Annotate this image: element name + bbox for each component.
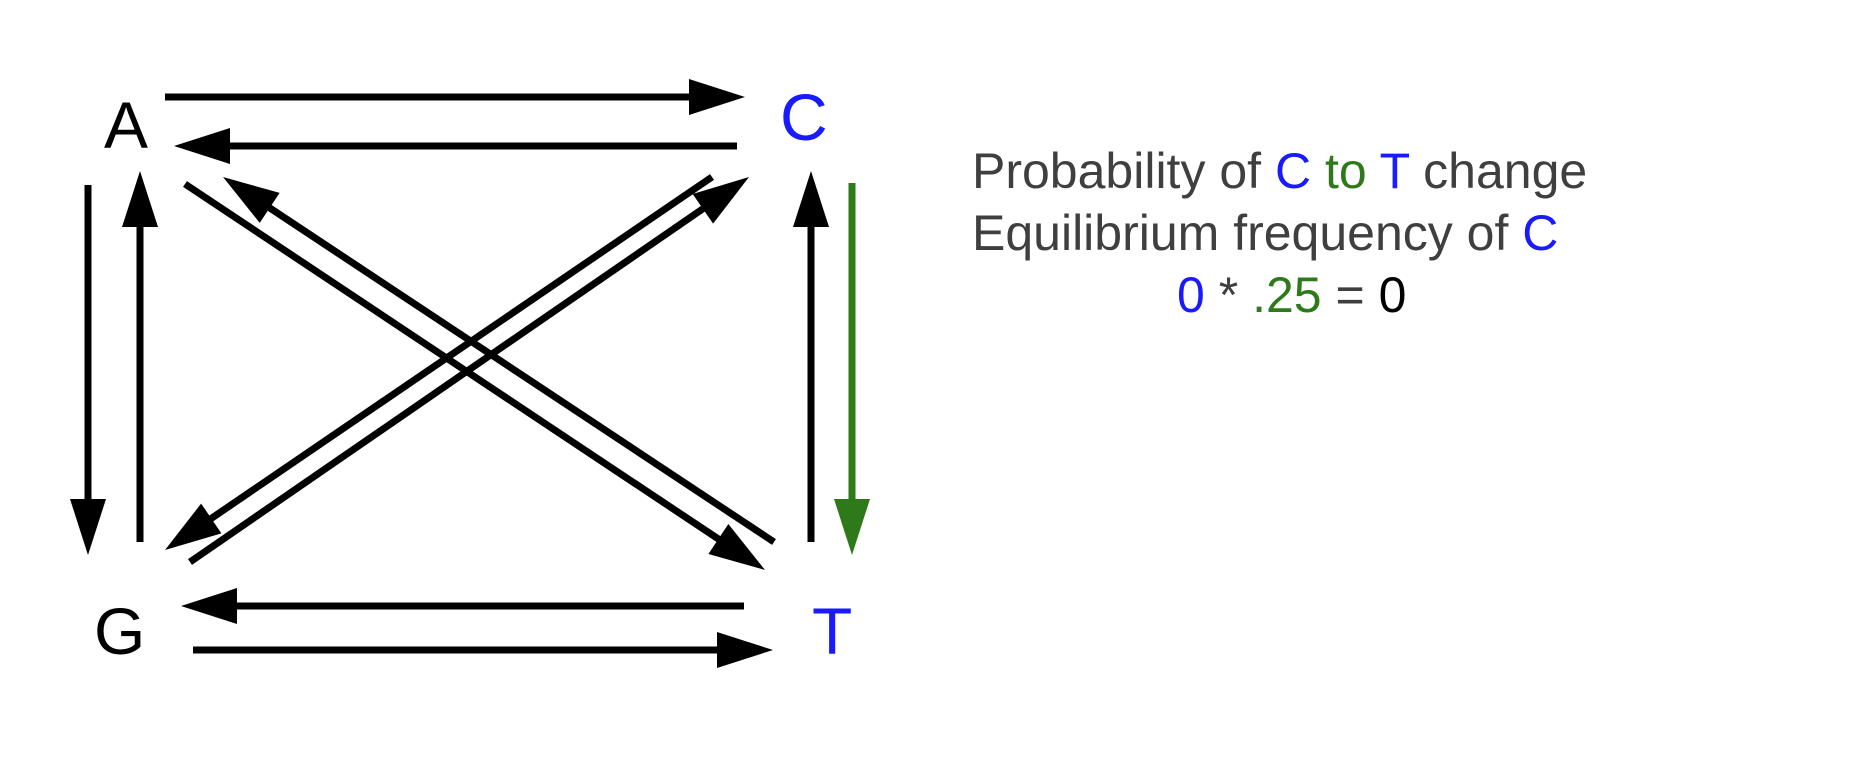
arrow-shaft: [205, 174, 714, 524]
probability-from-base: C: [1274, 143, 1312, 199]
arrow-head: [708, 523, 765, 570]
calculation-line: 0 * .25 = 0: [972, 264, 1692, 326]
arrow-a-to-c: [165, 79, 745, 115]
arrow-head: [692, 177, 749, 224]
arrow-t-to-g: [181, 588, 744, 624]
frequency-prefix: Equilibrium frequency of: [972, 205, 1523, 261]
arrow-head: [834, 499, 870, 555]
arrow-g-to-c: [188, 177, 749, 565]
arrow-shaft: [188, 203, 709, 565]
probability-to-word: to: [1311, 143, 1380, 199]
frequency-line: Equilibrium frequency of C: [972, 202, 1692, 264]
frequency-base: C: [1522, 205, 1559, 261]
calc-times: *: [1204, 267, 1253, 323]
arrow-head: [70, 499, 106, 555]
arrow-head: [122, 171, 158, 227]
arrow-a-to-g: [70, 185, 106, 555]
equation-panel: Probability of C to T change Equilibrium…: [972, 140, 1692, 326]
calc-result: 0: [1378, 267, 1407, 323]
arrow-g-to-t: [193, 632, 773, 668]
arrow-head: [717, 632, 773, 668]
arrow-c-to-g: [165, 174, 714, 550]
arrow-layer: [70, 79, 870, 668]
probability-suffix: change: [1409, 143, 1588, 199]
arrow-head: [181, 588, 237, 624]
calc-probability: 0: [1177, 267, 1205, 323]
probability-line: Probability of C to T change: [972, 140, 1692, 202]
arrow-shaft: [264, 202, 776, 545]
arrow-t-to-c: [793, 171, 829, 542]
arrow-head: [165, 503, 222, 550]
arrow-g-to-a: [122, 171, 158, 542]
arrow-head: [793, 171, 829, 227]
arrow-head: [689, 79, 745, 115]
node-t-label: T: [812, 594, 853, 668]
arrow-head: [174, 128, 230, 164]
arrow-head: [223, 177, 280, 223]
arrow-shaft: [183, 181, 724, 545]
probability-to-base: T: [1379, 143, 1410, 199]
probability-prefix: Probability of: [972, 143, 1275, 199]
arrow-c-to-t: [834, 183, 870, 555]
calc-frequency: .25: [1252, 267, 1322, 323]
calc-equals: =: [1321, 267, 1379, 323]
arrow-a-to-t: [183, 181, 765, 570]
arrow-t-to-a: [223, 177, 776, 545]
node-c-label: C: [780, 80, 828, 154]
node-a-label: A: [104, 88, 149, 162]
arrow-c-to-a: [174, 128, 737, 164]
node-g-label: G: [94, 594, 146, 668]
